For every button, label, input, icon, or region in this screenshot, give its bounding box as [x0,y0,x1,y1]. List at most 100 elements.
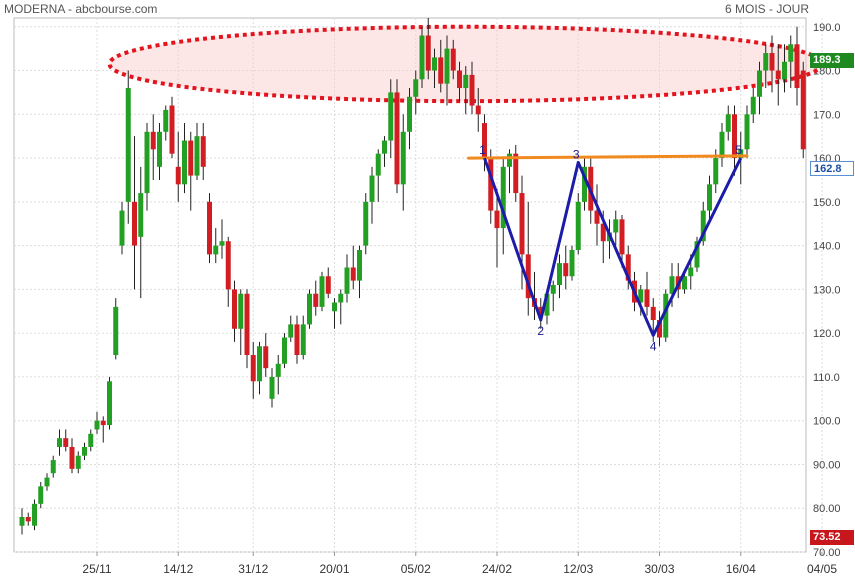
candle [282,333,287,369]
candle [269,368,275,408]
candle [225,236,231,307]
candle [513,144,519,202]
candle [25,512,31,526]
candle-body-up [363,201,369,246]
candle-body-up [344,267,350,294]
candle [357,245,362,299]
candle-body-down [600,223,606,242]
x-tick-label: 20/01 [319,562,349,576]
y-tick-label: 70.00 [813,547,841,559]
candle [332,298,337,329]
x-tick-label: 16/04 [726,562,756,576]
candle [663,289,669,342]
candle [500,158,506,255]
candle-body-down [225,241,231,290]
candle [63,429,69,452]
candle [432,48,437,89]
candle-body-down [450,48,456,71]
pattern-point-label: 4 [650,339,657,353]
candle [682,271,687,294]
candle [313,280,319,316]
candle-body-up [125,88,131,202]
y-tick-label: 90.00 [813,459,841,471]
candle-body-down [263,346,269,369]
chart-title: MODERNA - abcbourse.com [4,2,158,16]
candle-body-up [713,158,719,185]
candle-body-up [282,337,287,364]
candle-body-up [19,516,25,526]
candle [182,123,187,194]
candle [338,289,344,325]
x-tick-label: 12/03 [563,562,593,576]
candle [194,123,200,180]
candle [257,341,262,395]
candle [213,228,219,264]
candle [594,184,600,246]
candle-body-down [425,35,431,71]
candle-body-up [50,460,56,474]
candle [32,499,37,531]
candle [388,79,394,159]
candle [757,61,762,115]
candle-body-down [619,219,625,255]
candle [125,70,131,224]
candle-body-down [644,289,650,307]
candle-body-up [138,193,144,237]
candle [107,376,112,430]
candle-body-down [769,53,775,71]
candle [763,44,769,89]
candle [100,416,106,443]
candle-body-up [257,346,262,382]
candle [219,219,225,259]
x-tick-label: 14/12 [163,562,193,576]
candle-body-up [369,175,375,202]
candle-body-down [100,420,106,426]
candle-body-up [544,293,550,316]
candle-body-up [744,114,750,150]
candle [288,315,294,342]
candle-body-up [707,184,712,211]
candle-body-up [500,166,506,229]
candle-body-up [638,289,644,303]
candle [307,289,312,329]
candle [250,341,256,399]
candle [275,355,281,395]
candle-body-up [107,381,112,426]
candle-body-down [650,306,656,321]
candle-body-up [57,438,62,447]
candle-body-up [413,79,419,97]
candle [344,254,350,303]
candle-body-up [725,114,731,132]
period-label: 6 MOIS - JOUR [724,2,809,16]
candle-body-down [132,201,137,246]
candle [538,298,544,329]
candle [132,136,137,290]
candle [94,411,100,434]
candle [119,201,125,255]
candle-body-down [294,324,300,356]
candle-body-down [475,105,481,115]
candle-body-up [432,57,437,71]
candle-body-up [357,249,362,281]
y-tick-label: 120.0 [813,328,841,340]
candle [188,131,194,211]
x-tick-label: 31/12 [238,562,268,576]
candle [707,175,712,220]
candle [444,35,450,106]
candle-body-up [569,249,575,277]
candle-body-up [575,201,581,250]
candle-body-down [457,70,462,89]
y-tick-label: 80.00 [813,503,841,515]
candle [400,114,406,211]
pattern-overlay: 1 2 3 4 5 [467,143,749,353]
candle [457,61,462,102]
candle [175,131,181,202]
candle [788,35,794,89]
candle-body-down [207,201,212,255]
candle [57,429,62,456]
candle [75,451,81,474]
candle-body-up [700,210,706,242]
y-tick-label: 150.0 [813,197,841,209]
candle-body-up [382,140,387,154]
